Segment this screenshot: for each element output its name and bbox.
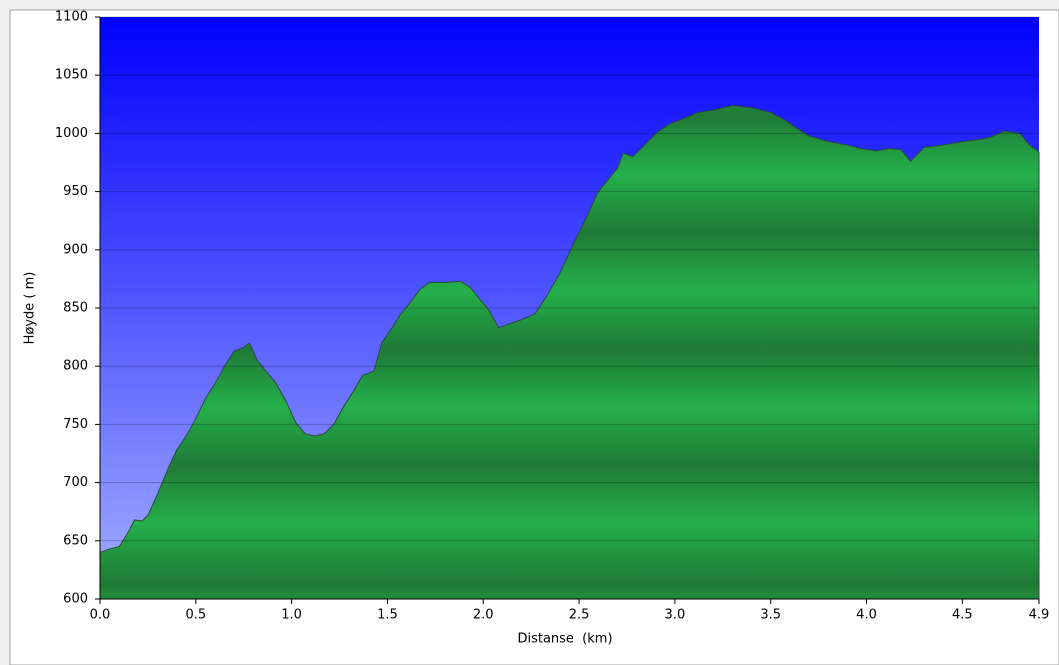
x-tick-label: 4.0 [856,608,877,623]
x-tick-label: 4.9 [1029,608,1050,623]
x-tick-label: 2.5 [569,608,590,623]
x-tick-label: 0.5 [185,608,206,623]
y-tick-label: 650 [63,533,88,548]
y-tick-label: 1100 [55,10,88,25]
y-tick-label: 700 [63,475,88,490]
area [99,104,1040,600]
x-tick-label: 1.5 [377,608,398,623]
y-axis-label: Høyde ( m) [23,272,38,345]
y-tick-label: 600 [63,592,88,607]
x-tick-label: 3.0 [665,608,686,623]
y-tick-label: 950 [63,184,88,199]
x-tick-label: 2.0 [473,608,494,623]
y-tick-label: 1050 [55,68,88,83]
x-tick-label: 3.5 [760,608,781,623]
x-tick-label: 1.0 [281,608,302,623]
y-tick-label: 750 [63,417,88,432]
y-tick-label: 1000 [55,126,88,141]
y-tick-label: 900 [63,242,88,257]
y-tick-label: 850 [63,301,88,316]
y-tick-label: 800 [63,359,88,374]
x-tick-label: 4.5 [952,608,973,623]
x-tick-label: 0.0 [90,608,111,623]
x-axis-label: Distanse (km) [517,632,612,647]
